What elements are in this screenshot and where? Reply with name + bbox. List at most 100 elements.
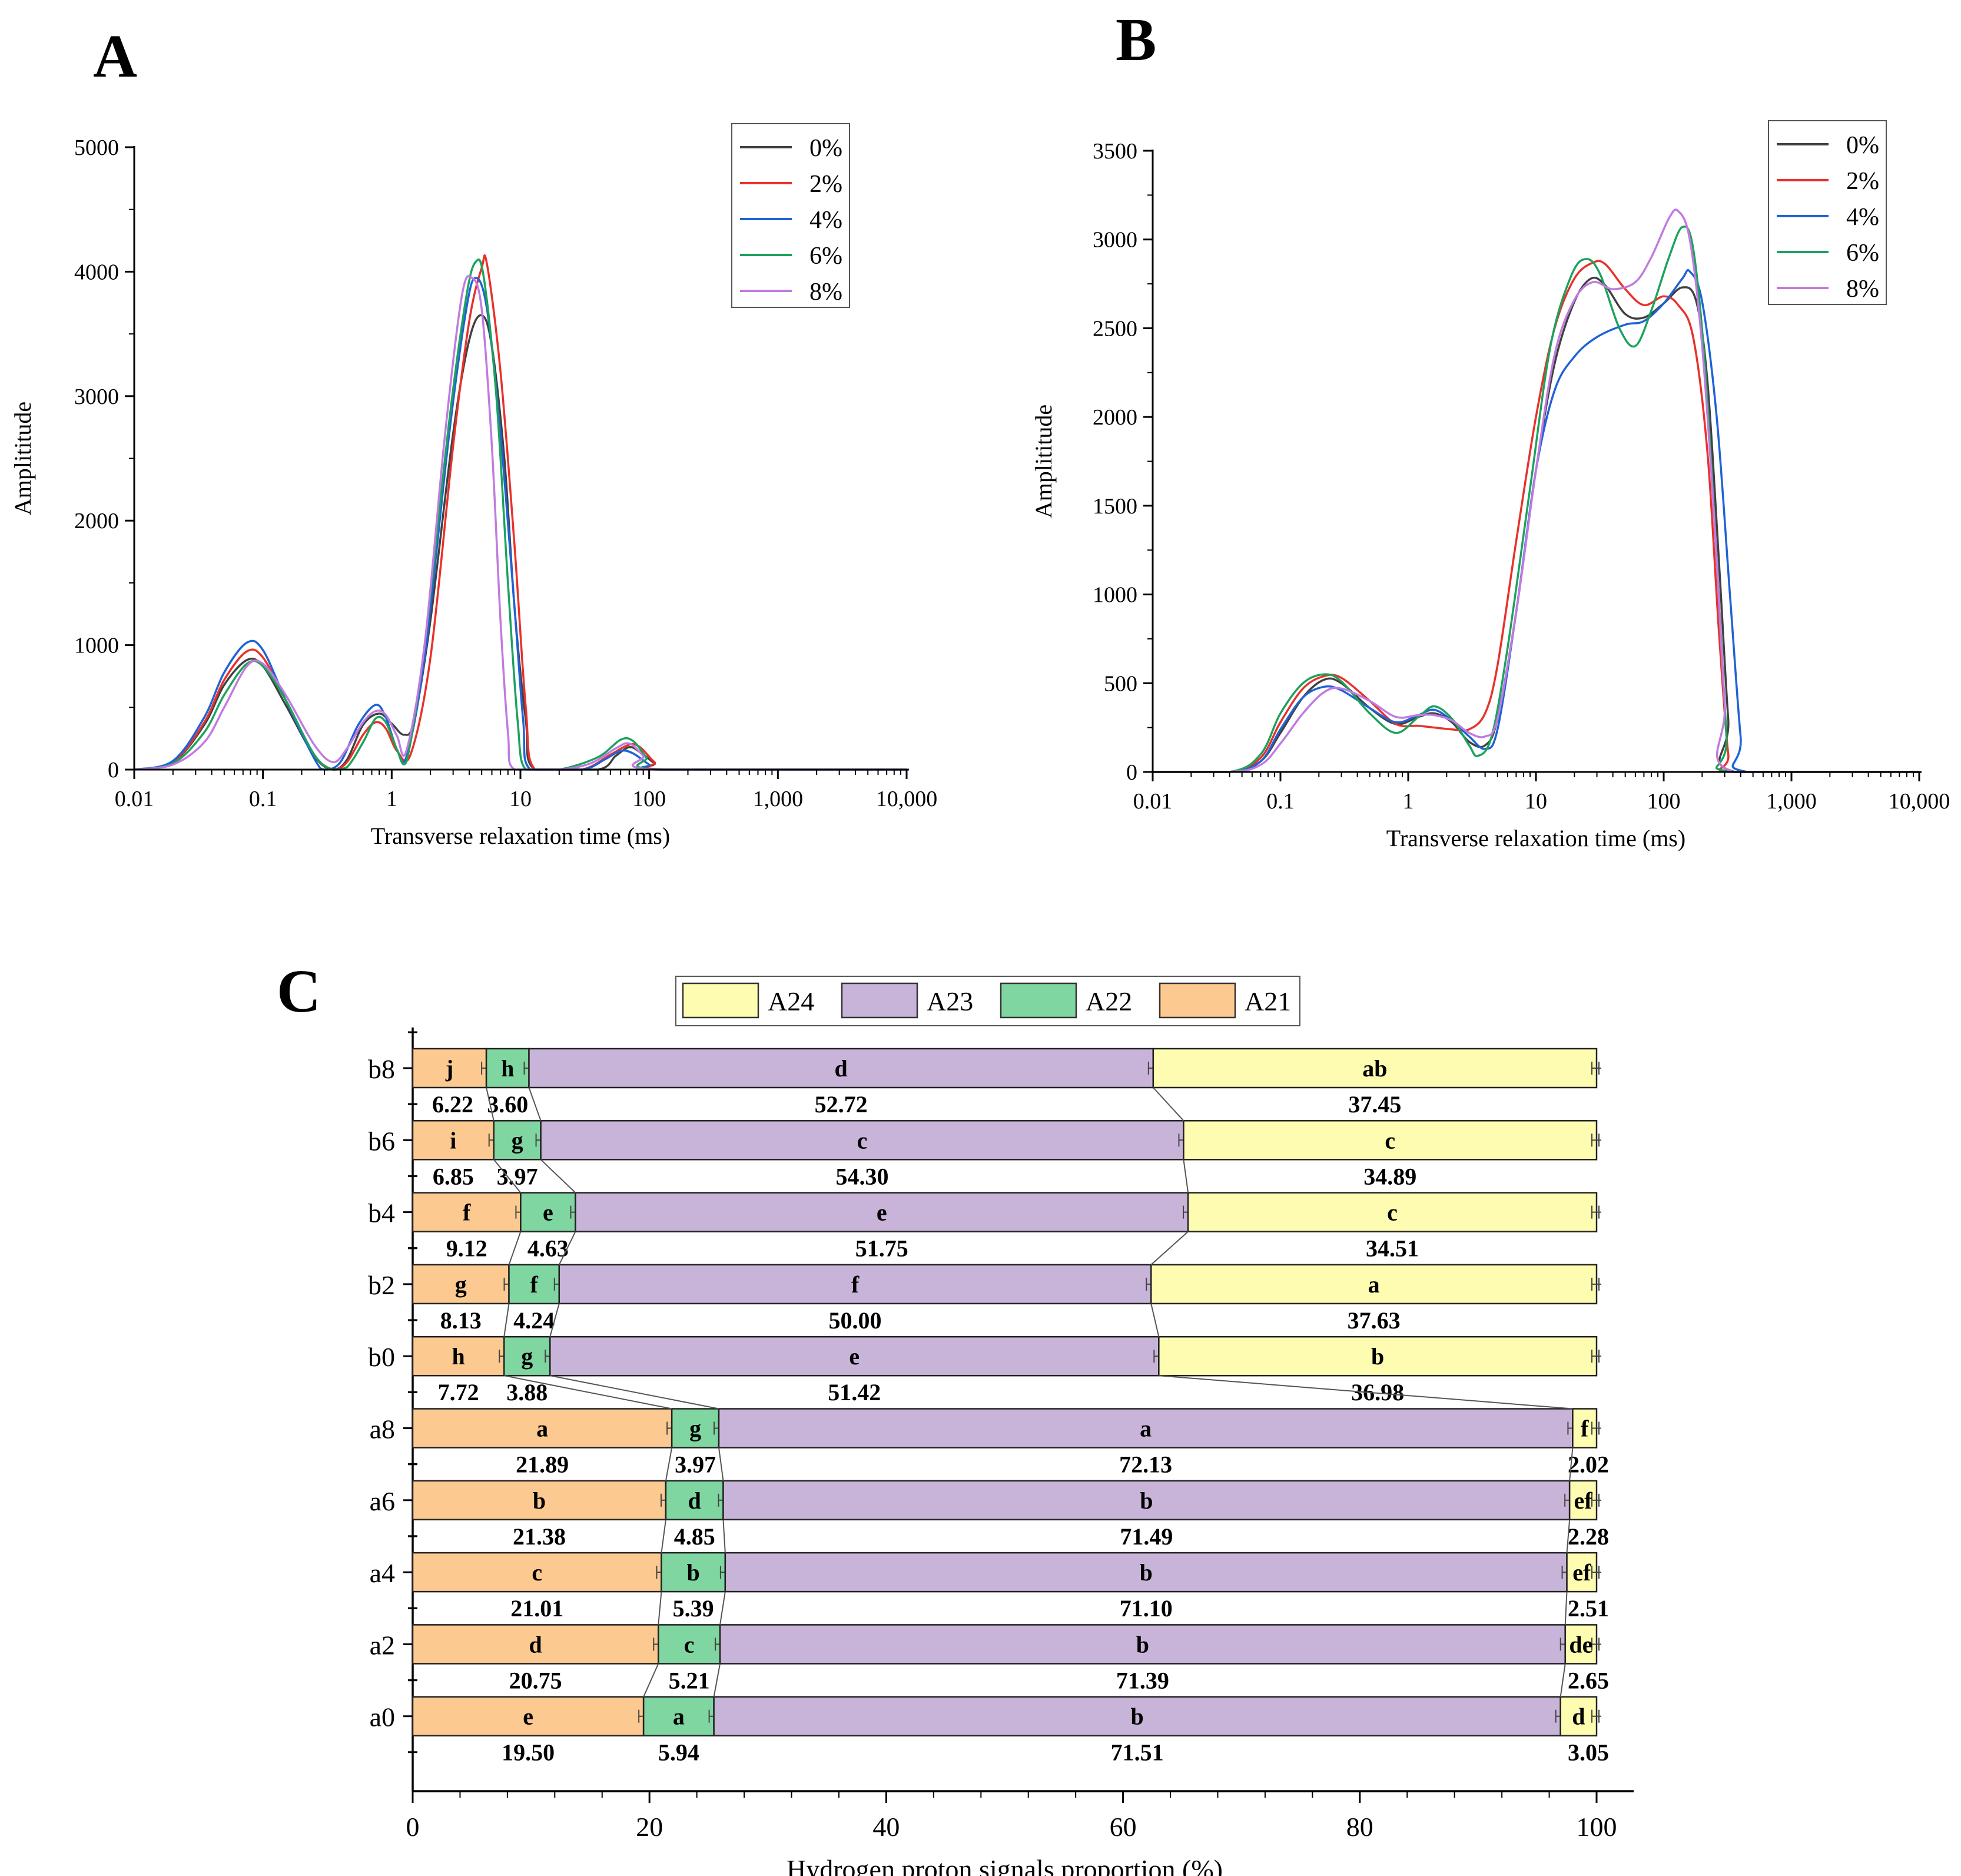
value-label: 2.02 — [1568, 1451, 1609, 1478]
category-label-b2: b2 — [368, 1270, 395, 1300]
significance-letter: c — [684, 1631, 695, 1658]
category-label-b6: b6 — [368, 1126, 395, 1156]
connector-line — [665, 1447, 673, 1481]
significance-letter: c — [532, 1559, 542, 1586]
y-tick-label: 500 — [1104, 671, 1137, 696]
x-tick-label: 1,000 — [1766, 789, 1817, 814]
value-label: 7.72 — [438, 1379, 479, 1406]
significance-letter: a — [1140, 1416, 1152, 1442]
bar-segment-b0-a24 — [1158, 1335, 1598, 1377]
y-tick-label: 1000 — [1093, 583, 1137, 608]
value-label: 71.49 — [1120, 1523, 1173, 1550]
connector-line — [540, 1159, 576, 1194]
bar-segment-b4-a23 — [575, 1192, 1189, 1232]
legend-box — [731, 123, 850, 308]
connector-line — [1559, 1663, 1566, 1697]
value-label: 9.12 — [446, 1235, 487, 1262]
bar-segment-b8-a23 — [528, 1048, 1154, 1089]
value-label: 36.98 — [1351, 1379, 1404, 1406]
value-label: 21.89 — [516, 1451, 569, 1478]
series-line-6pct — [1153, 226, 1919, 773]
value-label: 34.89 — [1363, 1163, 1416, 1189]
connector-line — [558, 1231, 576, 1265]
bar-segment-a4-a22 — [661, 1552, 726, 1593]
x-tick-label: 80 — [1346, 1812, 1373, 1842]
value-label: 2.65 — [1568, 1667, 1609, 1693]
legend: A24 A23 A22 A21 — [675, 976, 1300, 1026]
bar-segment-a6-a22 — [665, 1480, 724, 1521]
connector-line — [1183, 1159, 1189, 1193]
category-label-a4: a4 — [370, 1558, 395, 1588]
significance-letter: g — [689, 1416, 701, 1442]
legend-swatch-a21 — [1159, 982, 1236, 1019]
connector-line — [549, 1303, 560, 1337]
value-label: 5.21 — [669, 1667, 710, 1693]
bar-segment-b2-a21 — [412, 1264, 510, 1305]
bar-segment-a0-a23 — [713, 1696, 1561, 1736]
significance-letter: c — [857, 1127, 868, 1154]
connector-line — [503, 1303, 510, 1337]
significance-letter: g — [512, 1127, 523, 1154]
x-tick-label: 100 — [1577, 1812, 1617, 1842]
significance-letter: e — [877, 1199, 887, 1226]
value-label: 3.97 — [675, 1451, 716, 1478]
connector-line — [643, 1663, 659, 1698]
legend-swatch-a22 — [1000, 982, 1077, 1019]
value-label: 51.42 — [828, 1379, 881, 1406]
y-tick-label: 2000 — [1093, 405, 1137, 430]
legend-label-a24: A24 — [768, 986, 814, 1016]
x-tick-label: 10,000 — [876, 787, 938, 811]
y-tick-label: 5000 — [74, 135, 119, 160]
bar-segment-a8-a21 — [412, 1408, 673, 1449]
value-label: 5.39 — [673, 1595, 714, 1622]
significance-letter: a — [673, 1703, 685, 1730]
x-tick-label: 0 — [406, 1812, 420, 1842]
significance-letter: b — [533, 1487, 546, 1514]
connector-line — [508, 1231, 522, 1265]
bar-segment-a0-a22 — [642, 1696, 715, 1736]
bar-segment-b0-a23 — [549, 1335, 1160, 1377]
series-line-0pct — [134, 314, 907, 771]
legend-label-a23: A23 — [927, 986, 973, 1016]
bar-segment-b6-a22 — [493, 1120, 542, 1161]
y-tick-label: 1000 — [74, 634, 119, 658]
legend-label-6pct: 6% — [1846, 240, 1879, 267]
value-label: 5.94 — [658, 1739, 699, 1766]
value-label: 3.60 — [487, 1091, 528, 1118]
connector-line — [486, 1087, 495, 1121]
legend-label-8pct: 8% — [1846, 276, 1879, 303]
value-label: 2.51 — [1568, 1595, 1609, 1622]
panel-letter-a: A — [93, 22, 137, 90]
bar-segment-a2-a22 — [658, 1624, 721, 1665]
bar-segment-a6-a23 — [722, 1480, 1571, 1521]
significance-letter: de — [1569, 1631, 1592, 1658]
category-label-b8: b8 — [368, 1054, 395, 1084]
chart-b: 0.01 0.1 1 10 100 1,000 10,000 0 500 1000 1500 2000… — [1030, 120, 1950, 851]
legend-label-2pct: 2% — [1846, 168, 1879, 195]
x-tick-label: 1 — [1403, 789, 1414, 814]
significance-letter: f — [851, 1271, 860, 1298]
bar-segment-a2-a21 — [412, 1624, 659, 1665]
connector-line — [528, 1087, 542, 1121]
x-tick-label: 100 — [1647, 789, 1681, 814]
bar-segment-b2-a22 — [508, 1264, 560, 1305]
value-label: 52.72 — [815, 1091, 868, 1118]
x-tick-label: 0.01 — [1133, 789, 1173, 814]
significance-letter: b — [687, 1559, 700, 1586]
bar-segment-b2-a24 — [1150, 1264, 1598, 1305]
bar-segment-a6-a21 — [412, 1480, 667, 1521]
connector-line — [719, 1591, 726, 1625]
value-label: 19.50 — [502, 1739, 555, 1766]
x-tick-label: 0.01 — [115, 787, 154, 811]
value-label: 2.28 — [1568, 1523, 1609, 1550]
legend-label-2pct: 2% — [809, 171, 842, 198]
connector-line — [1564, 1592, 1568, 1625]
connector-line — [722, 1519, 726, 1553]
legend-label-8pct: 8% — [809, 279, 842, 306]
legend-label-6pct: 6% — [809, 243, 842, 270]
value-label: 21.01 — [510, 1595, 563, 1622]
bar-segment-b8-a22 — [485, 1048, 530, 1089]
legend-label-4pct: 4% — [1846, 204, 1879, 231]
x-tick-label: 10 — [1525, 789, 1547, 814]
value-label: 8.13 — [440, 1307, 482, 1334]
